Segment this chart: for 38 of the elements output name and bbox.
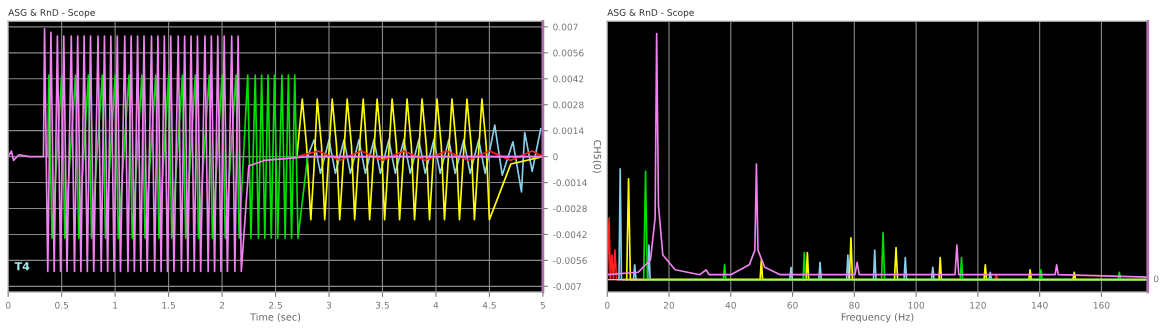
y-tick-label: -0.0056 xyxy=(553,257,587,264)
x-tick-label: 60 xyxy=(787,301,798,309)
ref-line-label: 0 xyxy=(1153,275,1159,283)
x-tick-label: 0 xyxy=(604,301,610,309)
x-tick-label: 0.5 xyxy=(55,301,69,309)
x-tick-label: 3 xyxy=(326,301,332,309)
y-tick-label: -0.0014 xyxy=(553,179,587,187)
x-tick-label: 4.5 xyxy=(482,301,496,309)
x-tick-label: 100 xyxy=(908,301,925,309)
y-tick-label: -0.007 xyxy=(553,283,581,290)
chart-title: ASG & RnD - Scope xyxy=(607,9,694,18)
y-tick-label: -0.0042 xyxy=(553,231,587,239)
y-tick-label: 0.0056 xyxy=(553,49,584,57)
x-tick-label: 4 xyxy=(433,301,439,309)
x-tick-label: 5 xyxy=(540,301,545,309)
x-tick-label: 1 xyxy=(113,301,118,309)
x-tick-label: 3.5 xyxy=(375,301,389,309)
x-tick-label: 0 xyxy=(5,301,11,309)
y-tick-label: 0.007 xyxy=(553,23,578,31)
annotation: T4 xyxy=(14,262,30,271)
x-tick-label: 140 xyxy=(1032,301,1048,309)
x-tick-label: 1.5 xyxy=(162,301,175,309)
chart-title: ASG & RnD - Scope xyxy=(8,9,95,18)
y-tick-label: 0.0014 xyxy=(553,127,584,135)
x-tick-label: 160 xyxy=(1093,301,1110,309)
x-tick-label: 2.5 xyxy=(269,301,282,309)
y-axis-title: CH5(0) xyxy=(592,140,602,173)
y-tick-label: -0.0028 xyxy=(553,205,587,213)
x-axis-title: Frequency (Hz) xyxy=(841,313,914,323)
x-tick-label: 20 xyxy=(663,301,675,309)
x-tick-label: 80 xyxy=(849,301,860,309)
y-tick-label: 0 xyxy=(553,153,558,161)
y-tick-label: 0.0042 xyxy=(553,75,584,83)
x-tick-label: 2 xyxy=(219,301,225,309)
y-tick-label: 0.0028 xyxy=(553,101,584,109)
x-tick-label: 40 xyxy=(725,301,736,309)
x-tick-label: 120 xyxy=(970,301,986,309)
x-axis-title: Time (sec) xyxy=(250,313,301,322)
